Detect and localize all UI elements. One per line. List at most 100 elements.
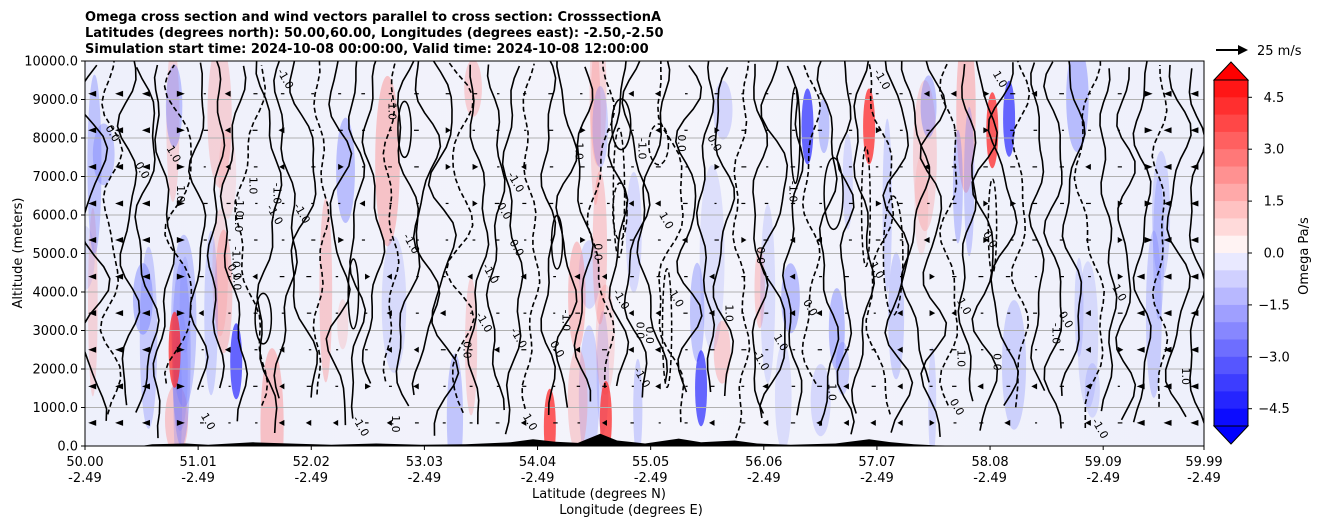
omega-contours (85, 61, 1204, 439)
zero-contour-line (219, 65, 249, 422)
zero-contour-line (187, 62, 209, 390)
wind-vector (141, 200, 150, 207)
wind-vector (1144, 90, 1153, 97)
zero-contour-line (1099, 68, 1118, 412)
wind-vector (1085, 383, 1091, 390)
x-tick-label-lat: 59.09 (1085, 455, 1122, 470)
wind-vector (88, 273, 97, 280)
colorbar-bin (1214, 356, 1248, 375)
closed-contour (612, 127, 626, 259)
wind-vector (176, 163, 185, 170)
negative-omega-region (781, 263, 800, 334)
zero-contour-line (255, 61, 283, 434)
wind-vector (601, 273, 607, 280)
negative-omega-region (172, 261, 191, 446)
wind-vector (386, 273, 392, 280)
zero-contour-line (347, 61, 367, 419)
colorbar-bin (1214, 218, 1248, 237)
positive-omega-region (592, 170, 608, 325)
closed-contour (860, 146, 872, 268)
wind-vector (88, 383, 97, 390)
wind-vector (1163, 163, 1172, 170)
wind-vector (467, 273, 473, 280)
wind-vector (224, 90, 231, 97)
closed-contour (254, 292, 273, 345)
negative-contour-line (656, 61, 685, 423)
wind-vector (789, 237, 796, 244)
wind-vector (88, 310, 97, 317)
contour-value-label: -1.0 (271, 183, 284, 204)
colorbar-bin (1214, 374, 1248, 392)
negative-omega-region (952, 129, 963, 244)
wind-vector (1117, 237, 1123, 244)
wind-vector (1163, 90, 1172, 97)
wind-vector (1163, 419, 1172, 426)
contour-value-label: 1.0 (389, 415, 402, 433)
negative-omega-region (446, 353, 464, 446)
wind-vector (520, 273, 527, 280)
x-axis-label-lat: Latitude (degrees N) (532, 487, 666, 502)
closed-contour (648, 123, 670, 166)
negative-omega-region (888, 252, 905, 380)
wind-vector (493, 346, 500, 353)
wind-vector (580, 237, 586, 244)
wind-vector (655, 200, 661, 207)
wind-vector (88, 200, 97, 207)
zero-contour-line (1188, 68, 1204, 426)
colorbar-bin (1214, 322, 1248, 340)
negative-omega-region (1001, 300, 1027, 430)
wind-vector (176, 383, 185, 390)
wind-vector (1163, 273, 1172, 280)
wind-vector (1117, 200, 1123, 207)
wind-vector (1144, 237, 1153, 244)
wind-vector (176, 200, 185, 207)
wind-vector (224, 127, 231, 134)
wind-vector (115, 346, 124, 353)
wind-vector (628, 90, 634, 97)
wind-vector (654, 90, 661, 97)
chart-title-line-2: Latitudes (degrees north): 50.00,60.00, … (85, 26, 664, 41)
x-tick-label-lon: -2.49 (294, 471, 328, 486)
wind-vector (365, 273, 371, 280)
contour-value-label: 0.0 (643, 326, 656, 344)
colorbar-extend-min (1212, 425, 1250, 445)
zero-contour-line (134, 66, 160, 413)
zero-contour-line (540, 61, 557, 416)
wind-vector (1031, 383, 1038, 390)
negative-omega-region (882, 118, 892, 292)
colorbar-bin (1214, 131, 1248, 150)
wind-vector (1031, 90, 1038, 97)
closed-contour (823, 157, 844, 231)
wind-vector (338, 163, 344, 170)
wind-vector (141, 310, 150, 317)
zero-contour-line (485, 64, 506, 411)
negative-contour-line (586, 61, 616, 388)
closed-contour (790, 86, 801, 185)
contour-value-label: 0.0 (675, 134, 688, 152)
wind-vector (1136, 383, 1145, 390)
wind-vector (1163, 346, 1172, 353)
colorbar-tick-label: 1.5 (1264, 195, 1285, 210)
wind-vector (198, 310, 204, 317)
wind-vector (1163, 127, 1172, 134)
x-tick-label-lat: 54.04 (519, 455, 556, 470)
wind-vector (413, 346, 419, 353)
wind-vector (897, 346, 903, 353)
x-tick-label-lon: -2.49 (1187, 471, 1221, 486)
wind-vector (1144, 200, 1153, 207)
y-tick-label: 9000.0 (33, 93, 79, 108)
wind-vector (386, 346, 392, 353)
wind-vector (141, 127, 150, 134)
wind-vector (923, 163, 930, 170)
y-tick-label: 1000.0 (33, 401, 79, 416)
closed-contour (612, 182, 628, 241)
x-tick-label-lat: 57.07 (858, 455, 895, 470)
positive-omega-region (166, 61, 180, 202)
wind-vector (332, 419, 339, 426)
zero-contour-line (882, 61, 914, 433)
wind-vector (338, 237, 345, 244)
y-tick-label: 7000.0 (33, 170, 79, 185)
wind-vector (1136, 346, 1145, 353)
wind-vector (1163, 310, 1172, 317)
wind-vector (1190, 127, 1199, 134)
